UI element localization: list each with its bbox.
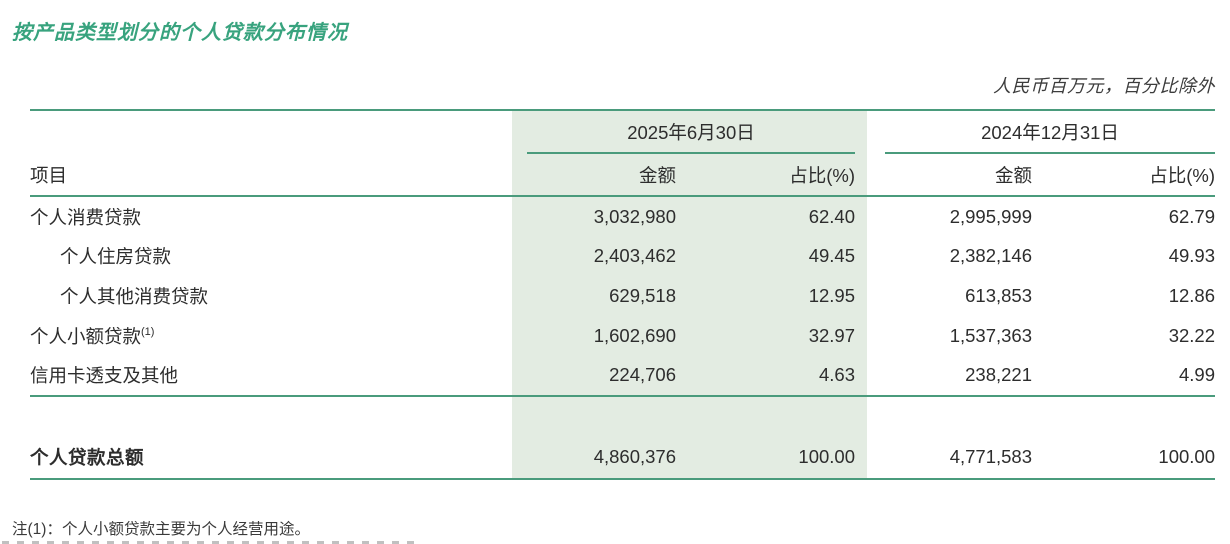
table-row: 个人住房贷款 2,403,462 49.45 2,382,146 49.93: [30, 237, 1215, 277]
footnote-marker: (1): [141, 325, 155, 338]
row-label: 信用卡透支及其他: [30, 362, 512, 388]
row-label-text: 个人消费贷款: [30, 206, 142, 228]
item-column-header: 项目: [30, 164, 68, 186]
cell-amount-2025: 224,706: [609, 364, 676, 386]
highlight-column-2025: [512, 109, 867, 480]
table-row: 个人其他消费贷款 629,518 12.95 613,853 12.86: [30, 276, 1215, 316]
total-amount-2025: 4,860,376: [593, 446, 676, 468]
date-underline-row: [30, 152, 1215, 154]
date-underline-2024: [885, 152, 1215, 154]
cell-amount-2024: 238,221: [965, 364, 1032, 386]
date-header-row: 2025年6月30日 2024年12月31日: [30, 111, 1215, 152]
cell-pct-2024: 12.86: [1168, 284, 1215, 306]
cell-pct-2024: 32.22: [1168, 324, 1215, 346]
cell-pct-2025: 32.97: [808, 324, 855, 346]
table-row: 信用卡透支及其他 224,706 4.63 238,221 4.99: [30, 355, 1215, 395]
cell-pct-2025: 12.95: [808, 284, 855, 306]
cell-pct-2025: 62.40: [808, 205, 855, 227]
row-label-text: 信用卡透支及其他: [30, 365, 179, 387]
amount-header-2025: 金额: [638, 164, 676, 186]
cell-pct-2025: 4.63: [818, 364, 855, 386]
cell-pct-2025: 49.45: [808, 245, 855, 267]
table-spacer: [30, 397, 1215, 437]
table-row: 个人消费贷款 3,032,980 62.40 2,995,999 62.79: [30, 197, 1215, 237]
column-header-row: 项目 金额 占比(%) 金额 占比(%): [30, 154, 1215, 195]
total-amount-2024: 4,771,583: [949, 446, 1032, 468]
date-underline-2025: [527, 152, 855, 154]
pct-header-2025: 占比(%): [789, 164, 855, 186]
cell-pct-2024: 62.79: [1168, 205, 1215, 227]
loan-distribution-table: 2025年6月30日 2024年12月31日 项目 金额 占比(%) 金额 占比…: [30, 109, 1215, 480]
row-label-text: 个人住房贷款: [60, 246, 172, 268]
cell-amount-2024: 2,382,146: [949, 245, 1032, 267]
row-label: 个人消费贷款: [30, 204, 512, 230]
footnote: 注(1)：个人小额贷款主要为个人经营用途。: [12, 521, 310, 538]
cell-amount-2025: 1,602,690: [593, 324, 676, 346]
date-header-2025: 2025年6月30日: [627, 121, 755, 143]
row-label-text: 个人其他消费贷款: [60, 285, 209, 307]
cell-pct-2024: 49.93: [1168, 245, 1215, 267]
cell-amount-2025: 629,518: [609, 284, 676, 306]
row-label: 个人住房贷款: [30, 243, 512, 269]
cell-pct-2024: 4.99: [1178, 364, 1215, 386]
amount-header-2024: 金额: [994, 164, 1032, 186]
row-label-text: 个人小额贷款: [30, 325, 142, 347]
body-bottom-rule: [30, 394, 1215, 397]
header-bottom-rule: [30, 195, 1215, 197]
cell-amount-2024: 613,853: [965, 284, 1032, 306]
clipped-next-text-line: [2, 541, 418, 544]
page-title: 按产品类型划分的个人贷款分布情况: [12, 22, 348, 44]
cell-amount-2025: 2,403,462: [593, 245, 676, 267]
table-bottom-rule: [30, 477, 1215, 480]
row-label: 个人其他消费贷款: [30, 283, 512, 309]
date-header-2024: 2024年12月31日: [981, 121, 1119, 143]
total-row: 个人贷款总额 4,860,376 100.00 4,771,583 100.00: [30, 437, 1215, 478]
row-label: 个人小额贷款(1): [30, 323, 512, 349]
total-pct-2025: 100.00: [798, 446, 855, 468]
cell-amount-2024: 2,995,999: [949, 205, 1032, 227]
table-top-rule: [30, 109, 1215, 111]
pct-header-2024: 占比(%): [1149, 164, 1215, 186]
total-pct-2024: 100.00: [1158, 446, 1215, 468]
total-row-label: 个人贷款总额: [30, 447, 145, 469]
cell-amount-2024: 1,537,363: [949, 324, 1032, 346]
table-row: 个人小额贷款(1) 1,602,690 32.97 1,537,363 32.2…: [30, 316, 1215, 356]
cell-amount-2025: 3,032,980: [593, 205, 676, 227]
currency-unit-note: 人民币百万元，百分比除外: [993, 76, 1215, 96]
